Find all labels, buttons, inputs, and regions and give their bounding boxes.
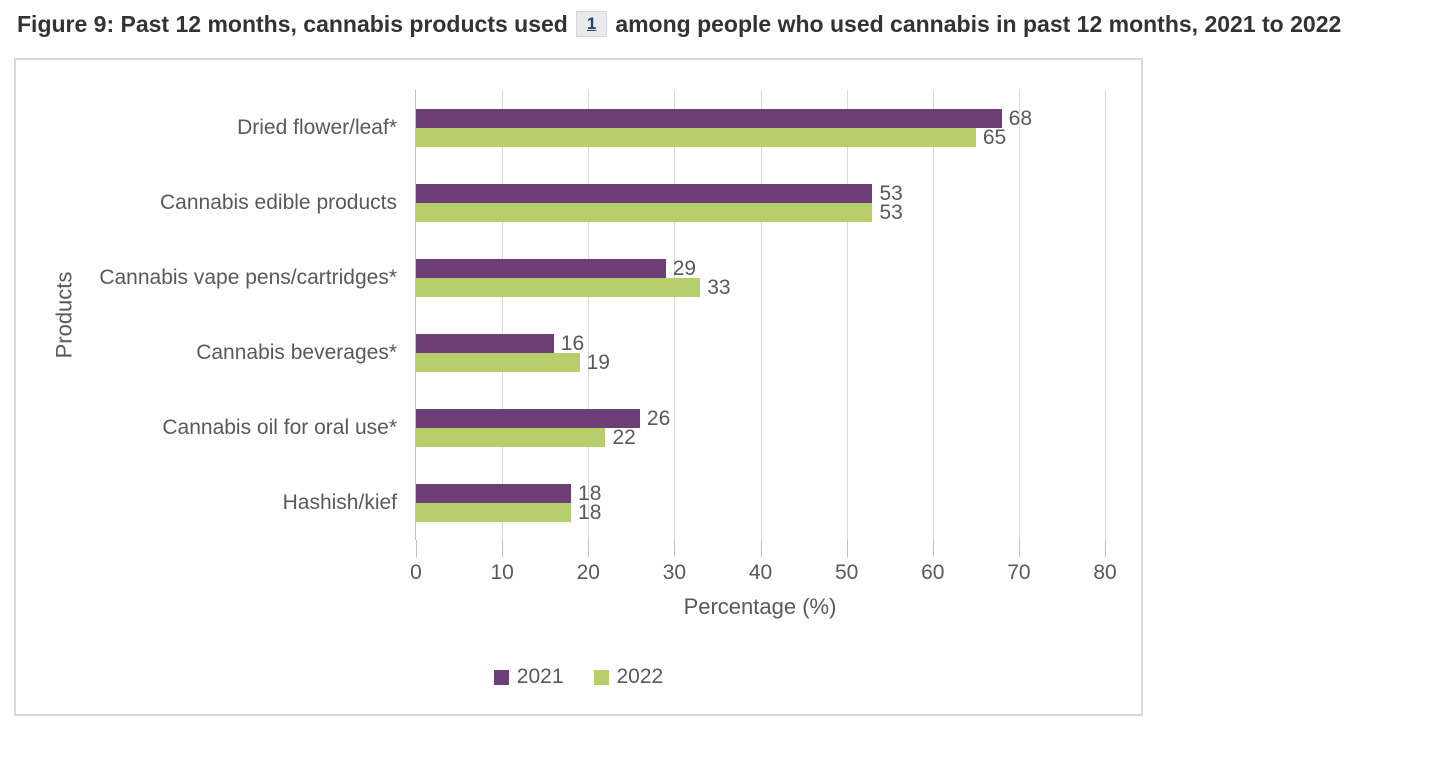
bar-2021-category-3 (416, 334, 554, 353)
title-text-before-footnote: Figure 9: Past 12 months, cannabis produ… (17, 11, 568, 37)
x-tick-label-70: 70 (1007, 561, 1031, 584)
value-label-2022-category-1: 53 (879, 201, 903, 224)
x-axis-tick-40 (760, 540, 762, 557)
bar-2021-category-2 (416, 259, 666, 278)
legend-swatch-2021 (493, 669, 509, 685)
page: Figure 9: Past 12 months, cannabis produ… (14, 5, 1427, 716)
value-label-2022-category-3: 19 (586, 351, 610, 374)
plot-area: 0 10 20 30 40 50 60 70 80 68 65 53 53 29 33 16 19 26 22 18 1… (410, 90, 1117, 584)
legend-swatch-2022 (593, 669, 609, 685)
footnote-1-link[interactable]: 1 (575, 11, 608, 37)
x-axis-tick-20 (588, 540, 590, 557)
bar-2022-category-2 (416, 278, 701, 297)
value-label-2021-category-1: 53 (879, 182, 903, 205)
gridline-40 (760, 90, 762, 540)
x-axis-tick-70 (1018, 540, 1020, 557)
page-title: Figure 9: Past 12 months, cannabis produ… (17, 5, 1427, 44)
x-axis-tick-80 (1105, 540, 1106, 557)
bar-2021-category-0 (416, 109, 1002, 128)
title-text-after-footnote: among people who used cannabis in past 1… (615, 11, 1342, 37)
legend-label-2022: 2022 (616, 665, 664, 688)
bar-2022-category-5 (416, 503, 572, 522)
bar-2022-category-1 (416, 203, 873, 222)
bar-2021-category-1 (416, 184, 873, 203)
gridline-30 (674, 90, 676, 540)
bar-2021-category-5 (416, 484, 572, 503)
x-tick-label-30: 30 (662, 561, 687, 584)
x-tick-label-80: 80 (1093, 561, 1117, 584)
x-axis-title: Percentage (%) (683, 594, 837, 619)
bar-2022-category-0 (416, 128, 976, 147)
value-label-2022-category-2: 33 (707, 276, 731, 299)
bar-2021-category-4 (416, 409, 640, 428)
gridline-60 (932, 90, 934, 540)
value-label-2021-category-5: 18 (578, 482, 602, 505)
value-label-2022-category-5: 18 (578, 501, 602, 524)
gridline-50 (846, 90, 848, 540)
category-label-3: Cannabis beverages* (196, 340, 397, 364)
category-axis-labels: Dried flower/leaf* Cannabis edible produc… (16, 90, 406, 540)
x-axis-tick-0 (416, 540, 417, 557)
value-label-2021-category-0: 68 (1008, 107, 1032, 130)
x-axis-tick-50 (846, 540, 848, 557)
legend-item-2021: 2021 (493, 665, 564, 689)
category-label-0: Dried flower/leaf* (237, 115, 397, 139)
category-label-1: Cannabis edible products (160, 190, 397, 214)
category-label-5: Hashish/kief (282, 490, 397, 514)
x-tick-label-60: 60 (921, 561, 945, 584)
x-axis-tick-30 (674, 540, 676, 557)
category-label-4: Cannabis oil for oral use* (162, 415, 397, 439)
gridline-80 (1105, 90, 1106, 540)
bar-2022-category-4 (416, 428, 606, 447)
legend-item-2022: 2022 (593, 665, 664, 689)
x-tick-label-50: 50 (834, 561, 859, 584)
value-label-2021-category-2: 29 (672, 257, 697, 280)
legend-label-2021: 2021 (516, 665, 564, 688)
value-label-2022-category-0: 65 (982, 126, 1007, 149)
x-tick-label-0: 0 (410, 561, 422, 584)
value-label-2022-category-4: 22 (612, 426, 636, 449)
x-tick-label-40: 40 (748, 561, 773, 584)
gridline-10 (502, 90, 504, 540)
chart-container: Products Dried flower/leaf* Cannabis edib… (14, 58, 1143, 716)
x-tick-label-10: 10 (490, 561, 514, 584)
legend: 2021 2022 (16, 665, 1141, 689)
x-tick-label-20: 20 (576, 561, 600, 584)
value-label-2021-category-4: 26 (646, 407, 671, 430)
x-axis-tick-10 (502, 540, 504, 557)
bar-2022-category-3 (416, 353, 580, 372)
gridline-20 (588, 90, 590, 540)
gridline-70 (1018, 90, 1020, 540)
category-label-2: Cannabis vape pens/cartridges* (99, 265, 397, 289)
value-label-2021-category-3: 16 (560, 332, 585, 355)
x-axis-tick-60 (932, 540, 934, 557)
